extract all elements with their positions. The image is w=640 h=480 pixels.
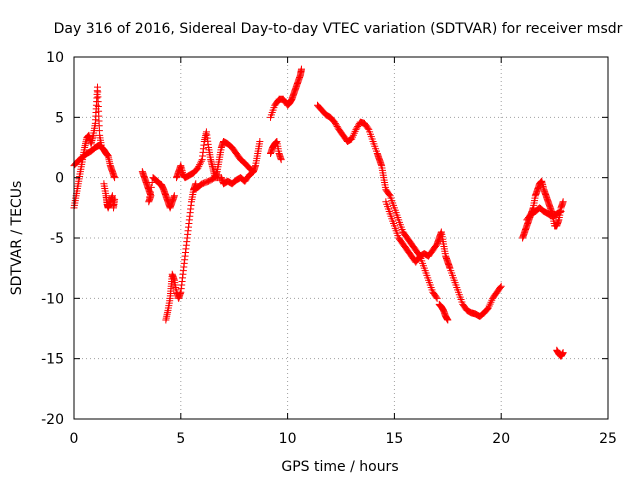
data-point xyxy=(385,191,393,199)
y-tick-label: -10 xyxy=(41,291,64,307)
data-point xyxy=(444,316,452,324)
data-point xyxy=(249,168,257,176)
x-tick-label: 15 xyxy=(385,431,403,447)
data-point xyxy=(103,151,111,159)
data-point xyxy=(352,125,360,133)
data-point xyxy=(559,198,567,206)
y-tick-label: 5 xyxy=(55,110,64,126)
data-point xyxy=(331,120,339,128)
data-point xyxy=(196,161,204,169)
data-point xyxy=(111,195,119,203)
data-point xyxy=(353,124,361,132)
chart-title: Day 316 of 2016, Sidereal Day-to-day VTE… xyxy=(54,21,623,37)
data-point xyxy=(364,124,372,132)
x-axis-label: GPS time / hours xyxy=(281,459,398,475)
data-point xyxy=(496,283,504,291)
data-point xyxy=(497,282,505,290)
y-tick-label: -5 xyxy=(50,231,64,247)
data-point xyxy=(146,193,154,201)
data-point xyxy=(249,168,257,176)
data-point xyxy=(557,207,565,215)
data-point xyxy=(559,349,567,357)
data-point xyxy=(332,121,340,129)
data-point xyxy=(145,198,153,206)
y-axis-label: SDTVAR / TECUs xyxy=(9,181,25,296)
x-tick-label: 5 xyxy=(176,431,185,447)
y-tick-label: 10 xyxy=(46,50,64,66)
data-point xyxy=(333,123,341,131)
data-point xyxy=(111,174,119,182)
data-point xyxy=(195,162,203,170)
x-tick-label: 20 xyxy=(492,431,510,447)
data-series-sdtvar xyxy=(70,65,567,360)
data-point xyxy=(331,118,339,126)
y-tick-label: -15 xyxy=(41,352,64,368)
data-point xyxy=(197,157,205,165)
data-point xyxy=(277,156,285,164)
data-point xyxy=(146,188,154,196)
y-tick-label: -20 xyxy=(41,412,64,428)
x-tick-label: 10 xyxy=(279,431,297,447)
x-tick-label: 25 xyxy=(599,431,617,447)
data-point xyxy=(484,305,492,313)
y-tick-label: 0 xyxy=(55,171,64,187)
data-point xyxy=(194,164,202,172)
data-point xyxy=(432,293,440,301)
data-point xyxy=(104,152,112,160)
data-point xyxy=(147,183,155,191)
grid-lines xyxy=(74,57,608,419)
data-point xyxy=(256,137,264,145)
data-point xyxy=(248,169,256,177)
data-point xyxy=(196,159,204,167)
x-tick-label: 0 xyxy=(70,431,79,447)
axes: 0 5 10 15 20 25 -20 -15 -10 -5 0 5 10 xyxy=(41,50,617,447)
data-point xyxy=(433,294,441,302)
data-point xyxy=(170,192,178,200)
data-point xyxy=(354,123,362,131)
data-point xyxy=(297,65,305,73)
